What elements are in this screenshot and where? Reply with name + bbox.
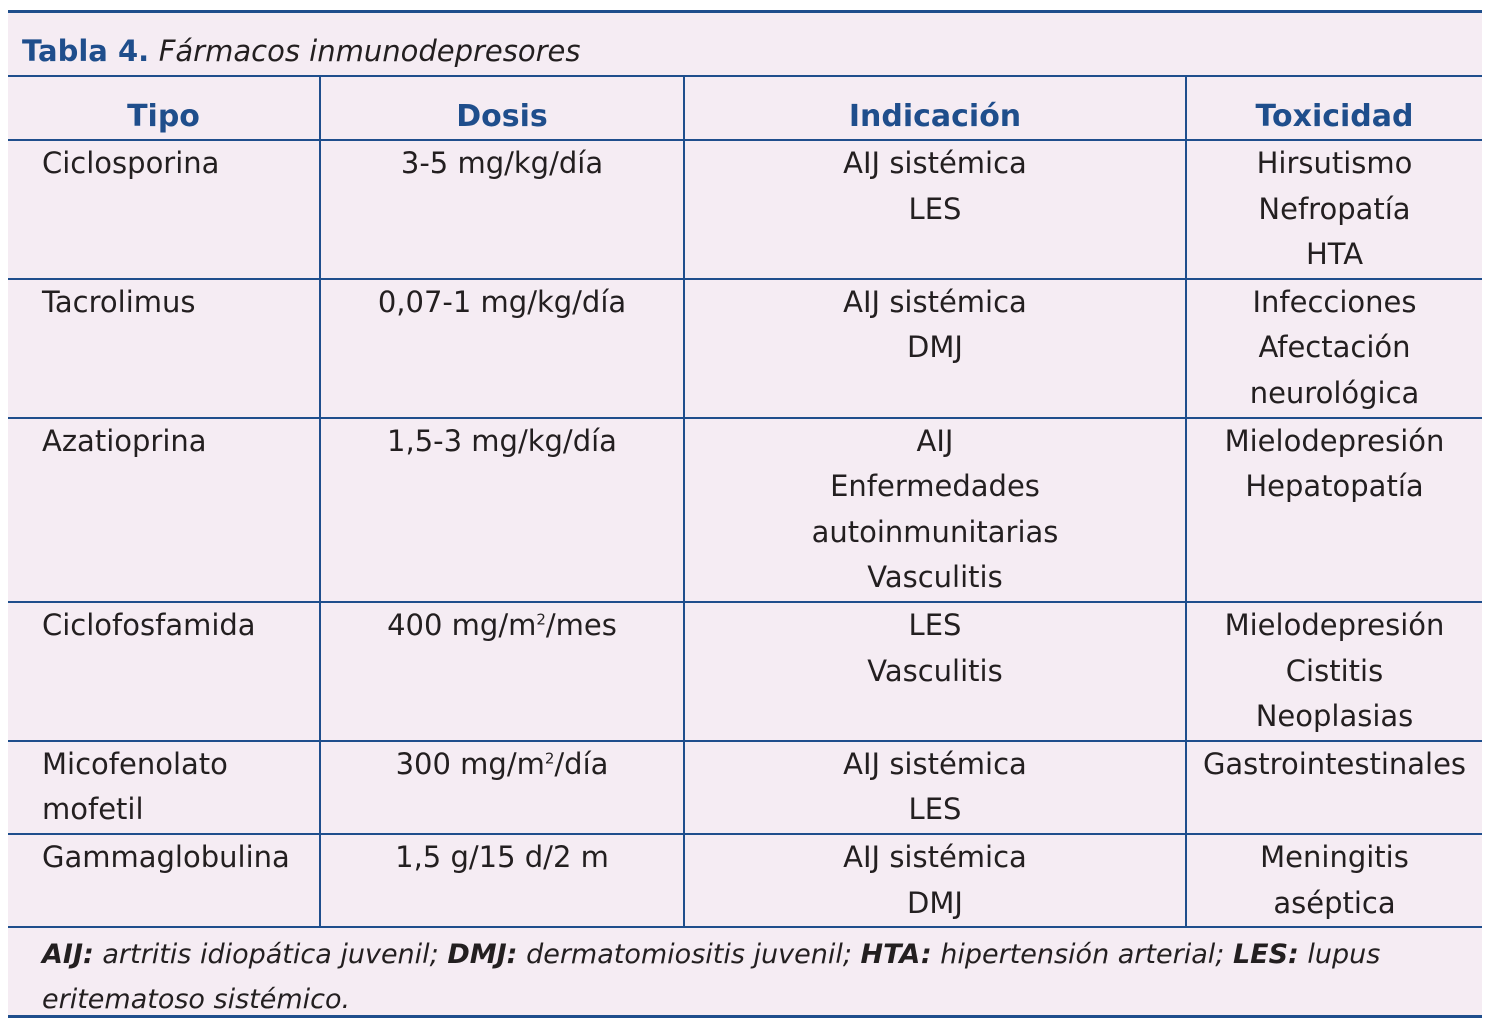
cell-indicacion: AIJ sistémica DMJ <box>683 278 1187 418</box>
tipo-text: Ciclosporina <box>42 146 220 180</box>
indicacion-line: DMJ <box>907 330 963 365</box>
toxicidad-line: Neoplasias <box>1255 699 1414 734</box>
footnote-abbr: LES: <box>1232 939 1299 971</box>
indicacion-line: LES <box>908 191 962 226</box>
dosis-text: 3-5 mg/kg/día <box>400 146 604 180</box>
header-dosis: Dosis <box>319 77 685 141</box>
table-row: Ciclosporina 3-5 mg/kg/día AIJ sistémica… <box>8 140 1482 279</box>
cell-indicacion: AIJ sistémica LES <box>683 140 1187 279</box>
indicacion-line: AIJ sistémica <box>843 746 1027 781</box>
toxicidad-line: Afectación <box>1258 330 1411 365</box>
toxicidad-line: Meningitis <box>1260 839 1409 874</box>
cell-tipo: Azatioprina <box>8 417 321 602</box>
dosis-text: 1,5-3 mg/kg/día <box>387 423 617 458</box>
cell-dosis: 1,5 g/15 d/2 m <box>319 833 685 928</box>
cell-toxicidad: Mielodepresión Cistitis Neoplasias <box>1185 601 1482 741</box>
cell-indicacion: AIJ sistémica DMJ <box>683 833 1187 928</box>
toxicidad-line: Infecciones <box>1252 284 1417 319</box>
toxicidad-line: HTA <box>1305 237 1364 272</box>
tipo-text: Azatioprina <box>42 423 207 458</box>
toxicidad-line: neurológica <box>1249 375 1420 410</box>
tipo-text: Tacrolimus <box>42 284 196 319</box>
dosis-text: 1,5 g/15 d/2 m <box>395 839 609 874</box>
indicacion-line: LES <box>908 607 962 642</box>
cell-dosis: 3-5 mg/kg/día <box>319 140 685 279</box>
toxicidad-line: aséptica <box>1273 885 1396 920</box>
table-caption: Tabla 4. Fármacos inmunodepresores <box>8 13 1482 77</box>
footnote-abbr: DMJ: <box>447 939 518 971</box>
indicacion-line: Vasculitis <box>867 560 1003 595</box>
cell-dosis: 0,07-1 mg/kg/día <box>319 278 685 418</box>
toxicidad-line: Hirsutismo <box>1256 146 1413 180</box>
cell-tipo: Ciclofosfamida <box>8 601 321 741</box>
footnote-abbr: HTA: <box>860 939 932 971</box>
footnote-definition: hipertensión arterial; <box>931 939 1233 971</box>
drug-table: Tipo Dosis Indicación Toxicidad Ciclospo… <box>8 77 1482 928</box>
indicacion-line: LES <box>908 792 962 827</box>
cell-tipo: Gammaglobulina <box>8 833 321 928</box>
indicacion-line: Vasculitis <box>867 653 1003 688</box>
table-row: Micofenolato mofetil 300 mg/m2/día AIJ s… <box>8 740 1482 834</box>
table-panel: Tabla 4. Fármacos inmunodepresores Tipo … <box>8 10 1482 1018</box>
indicacion-line: AIJ sistémica <box>843 146 1027 180</box>
tipo-text: Micofenolato <box>42 746 228 781</box>
cell-tipo: Ciclosporina <box>8 140 321 279</box>
dosis-text: 0,07-1 mg/kg/día <box>377 284 627 319</box>
toxicidad-line: Cistitis <box>1285 653 1384 688</box>
indicacion-line: Enfermedades <box>830 469 1040 504</box>
header-toxicidad: Toxicidad <box>1185 77 1482 141</box>
cell-indicacion: AIJ Enfermedades autoinmunitarias Vascul… <box>683 417 1187 602</box>
table-header-row: Tipo Dosis Indicación Toxicidad <box>8 77 1482 141</box>
table-row: Gammaglobulina 1,5 g/15 d/2 m AIJ sistém… <box>8 833 1482 928</box>
cell-toxicidad: Gastrointestinales <box>1185 740 1482 834</box>
indicacion-line: AIJ sistémica <box>843 284 1027 319</box>
toxicidad-line: Hepatopatía <box>1245 469 1424 504</box>
table-row: Azatioprina 1,5-3 mg/kg/día AIJ Enfermed… <box>8 417 1482 602</box>
table-row: Ciclofosfamida 400 mg/m2/mes LES Vasculi… <box>8 601 1482 741</box>
cell-toxicidad: Mielodepresión Hepatopatía <box>1185 417 1482 602</box>
toxicidad-line: Mielodepresión <box>1224 423 1445 458</box>
dosis-pre: 300 mg/m <box>395 746 545 781</box>
header-tipo: Tipo <box>8 77 321 141</box>
indicacion-line: AIJ sistémica <box>843 839 1027 874</box>
toxicidad-line: Nefropatía <box>1258 191 1411 226</box>
footnote-definition: dermatomiositis juvenil; <box>517 939 861 971</box>
caption-title: Fármacos inmunodepresores <box>158 34 581 68</box>
toxicidad-line: Mielodepresión <box>1224 607 1445 642</box>
table-footnote: AIJ: artritis idiopática juvenil; DMJ: d… <box>8 928 1482 1022</box>
dosis-superscript: 2 <box>544 749 555 768</box>
cell-toxicidad: Infecciones Afectación neurológica <box>1185 278 1482 418</box>
dosis-pre: 400 mg/m <box>387 607 537 642</box>
footnote-abbr: AIJ: <box>42 939 94 971</box>
cell-dosis: 300 mg/m2/día <box>319 740 685 834</box>
dosis-text: 300 mg/m2/día <box>321 742 683 788</box>
cell-indicacion: LES Vasculitis <box>683 601 1187 741</box>
header-indicacion: Indicación <box>683 77 1187 141</box>
footnote-definition: artritis idiopática juvenil; <box>93 939 448 971</box>
cell-dosis: 1,5-3 mg/kg/día <box>319 417 685 602</box>
cell-indicacion: AIJ sistémica LES <box>683 740 1187 834</box>
indicacion-line: autoinmunitarias <box>811 514 1059 549</box>
tipo-text: Gammaglobulina <box>42 839 290 874</box>
tipo-text: Ciclofosfamida <box>42 607 256 642</box>
indicacion-line: DMJ <box>907 885 963 920</box>
footnote-definition: lupus eritematoso sistémico. <box>42 939 1381 1016</box>
dosis-post: /mes <box>545 607 617 642</box>
dosis-text: 400 mg/m2/mes <box>321 603 683 649</box>
cell-dosis: 400 mg/m2/mes <box>319 601 685 741</box>
cell-toxicidad: Meningitis aséptica <box>1185 833 1482 928</box>
toxicidad-line: Gastrointestinales <box>1202 746 1467 781</box>
tipo-text: mofetil <box>42 792 144 827</box>
indicacion-line: AIJ <box>916 423 954 458</box>
table-row: Tacrolimus 0,07-1 mg/kg/día AIJ sistémic… <box>8 278 1482 418</box>
cell-tipo: Tacrolimus <box>8 278 321 418</box>
cell-toxicidad: Hirsutismo Nefropatía HTA <box>1185 140 1482 279</box>
dosis-post: /día <box>554 746 609 781</box>
cell-tipo: Micofenolato mofetil <box>8 740 321 834</box>
caption-label: Tabla 4. <box>22 34 150 68</box>
dosis-superscript: 2 <box>536 610 546 629</box>
